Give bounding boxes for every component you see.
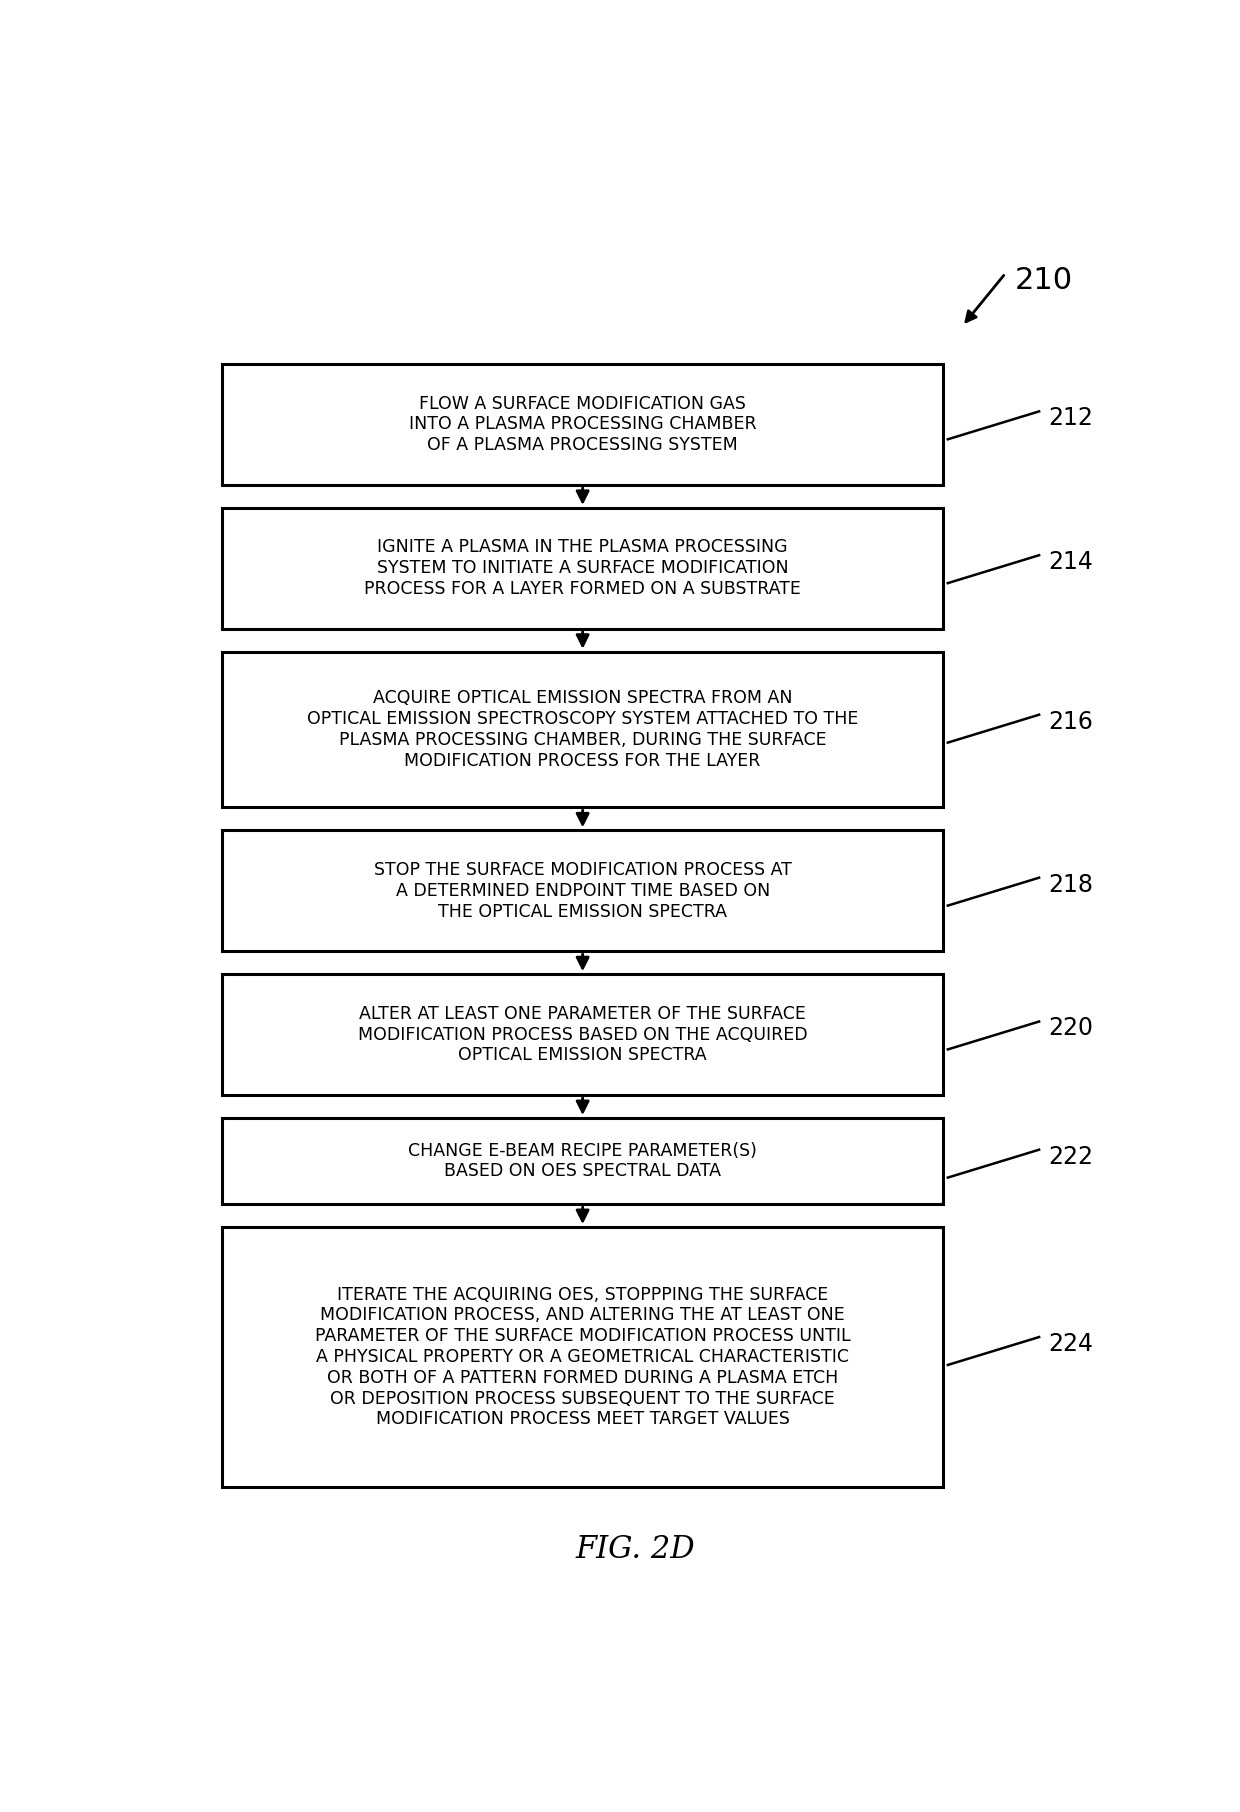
Text: STOP THE SURFACE MODIFICATION PROCESS AT
A DETERMINED ENDPOINT TIME BASED ON
THE: STOP THE SURFACE MODIFICATION PROCESS AT…: [373, 861, 791, 920]
Bar: [222, 1227, 942, 1488]
Text: FLOW A SURFACE MODIFICATION GAS
INTO A PLASMA PROCESSING CHAMBER
OF A PLASMA PRO: FLOW A SURFACE MODIFICATION GAS INTO A P…: [409, 395, 756, 455]
Bar: [222, 507, 942, 629]
Text: 224: 224: [1049, 1332, 1094, 1355]
Text: 216: 216: [1049, 710, 1094, 734]
Text: ACQUIRE OPTICAL EMISSION SPECTRA FROM AN
OPTICAL EMISSION SPECTROSCOPY SYSTEM AT: ACQUIRE OPTICAL EMISSION SPECTRA FROM AN…: [308, 689, 858, 770]
Text: CHANGE E-BEAM RECIPE PARAMETER(S)
BASED ON OES SPECTRAL DATA: CHANGE E-BEAM RECIPE PARAMETER(S) BASED …: [408, 1142, 758, 1180]
Bar: [222, 1118, 942, 1203]
Text: IGNITE A PLASMA IN THE PLASMA PROCESSING
SYSTEM TO INITIATE A SURFACE MODIFICATI: IGNITE A PLASMA IN THE PLASMA PROCESSING…: [365, 538, 801, 598]
Text: ITERATE THE ACQUIRING OES, STOPPPING THE SURFACE
MODIFICATION PROCESS, AND ALTER: ITERATE THE ACQUIRING OES, STOPPPING THE…: [315, 1287, 851, 1428]
Bar: [222, 830, 942, 951]
Bar: [222, 364, 942, 486]
Text: 214: 214: [1049, 551, 1094, 574]
Text: 212: 212: [1049, 406, 1094, 431]
Bar: [222, 652, 942, 808]
Text: 210: 210: [1016, 266, 1074, 295]
Text: 218: 218: [1049, 873, 1094, 897]
Text: ALTER AT LEAST ONE PARAMETER OF THE SURFACE
MODIFICATION PROCESS BASED ON THE AC: ALTER AT LEAST ONE PARAMETER OF THE SURF…: [358, 1004, 807, 1064]
Text: 220: 220: [1049, 1017, 1094, 1040]
Text: 222: 222: [1049, 1145, 1094, 1169]
Bar: [222, 975, 942, 1094]
Text: FIG. 2D: FIG. 2D: [575, 1535, 696, 1566]
